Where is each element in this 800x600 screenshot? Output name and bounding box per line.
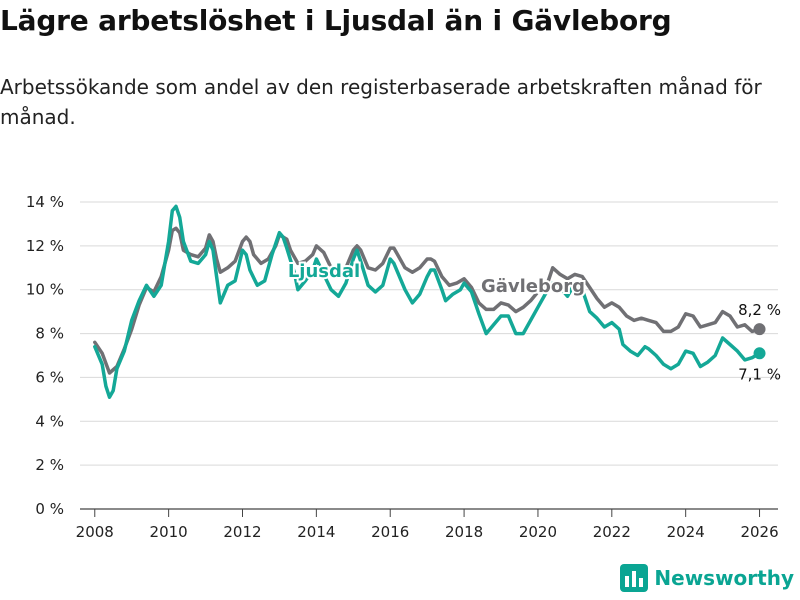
page-title: Lägre arbetslöshet i Ljusdal än i Gävleb… <box>0 4 672 37</box>
y-tick-label: 4 % <box>35 412 64 430</box>
newsworthy-logo-icon <box>620 564 649 592</box>
x-tick-label: 2018 <box>445 523 483 541</box>
x-tick-label: 2012 <box>223 523 261 541</box>
y-tick-label: 12 % <box>26 237 64 255</box>
x-tick-label: 2008 <box>76 523 114 541</box>
y-tick-label: 2 % <box>35 456 64 474</box>
end-value-label-gavleborg: 8,2 % <box>738 301 781 319</box>
x-tick-label: 2014 <box>297 523 335 541</box>
x-tick-label: 2010 <box>150 523 188 541</box>
y-tick-label: 14 % <box>26 193 64 211</box>
series-label-gavleborg: Gävleborg <box>481 276 585 297</box>
page-subtitle: Arbetssökande som andel av den registerb… <box>0 75 762 129</box>
end-point-gavleborg <box>753 323 766 336</box>
y-tick-label: 6 % <box>35 368 64 386</box>
x-tick-label: 2016 <box>371 523 409 541</box>
y-tick-label: 8 % <box>35 325 64 343</box>
x-tick-label: 2024 <box>667 523 705 541</box>
y-tick-label: 10 % <box>26 281 64 299</box>
series-line-gavleborg <box>93 226 762 375</box>
end-point-ljusdal <box>753 347 766 360</box>
series-label-ljusdal: Ljusdal <box>288 261 360 282</box>
brand-name: Newsworthy <box>654 566 794 590</box>
end-value-label-ljusdal: 7,1 % <box>738 365 781 383</box>
x-tick-label: 2022 <box>593 523 631 541</box>
series-line-ljusdal <box>93 204 762 399</box>
x-tick-label: 2020 <box>519 523 557 541</box>
y-tick-label: 0 % <box>35 500 64 518</box>
footer-brand: Newsworthy <box>620 564 794 592</box>
x-tick-label: 2026 <box>740 523 778 541</box>
